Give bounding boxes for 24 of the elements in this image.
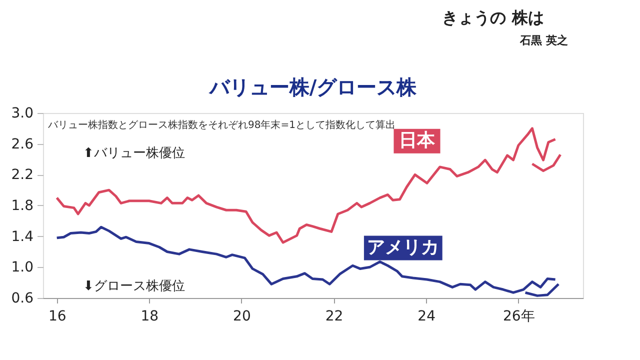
y-tick-label: 1.0 [11,260,34,276]
annotation: ⬇グロース株優位 [83,279,185,294]
x-tick-label: 22 [325,308,344,324]
x-tick-label: 20 [233,308,251,324]
y-tick-label: 1.8 [11,198,34,214]
text: きょうの 株は [442,8,544,27]
x-tick-label: 24 [418,308,436,324]
y-tick-label: 1.4 [11,228,34,245]
text: 石黒 英之 [519,34,568,47]
series-label: アメリカ [367,236,440,258]
chart-title: バリュー株/グロース株 [208,75,418,99]
y-tick-label: 3.0 [11,106,34,122]
annotation: ⬆バリュー株優位 [83,146,185,161]
series-label: 日本 [399,130,436,152]
line-series [56,226,557,294]
x-tick-label: 26年 [502,308,535,324]
y-tick-label: 0.6 [11,290,34,306]
x-tick-label: 18 [140,308,159,324]
line-series [524,282,560,297]
annotation: バリュー株指数とグロース株指数をそれぞれ98年末=1として指数化して算出 [47,119,396,131]
x-tick-label: 16 [48,308,66,324]
line-series [530,153,562,172]
y-tick-label: 2.2 [11,167,34,184]
y-tick-label: 2.6 [11,136,34,152]
